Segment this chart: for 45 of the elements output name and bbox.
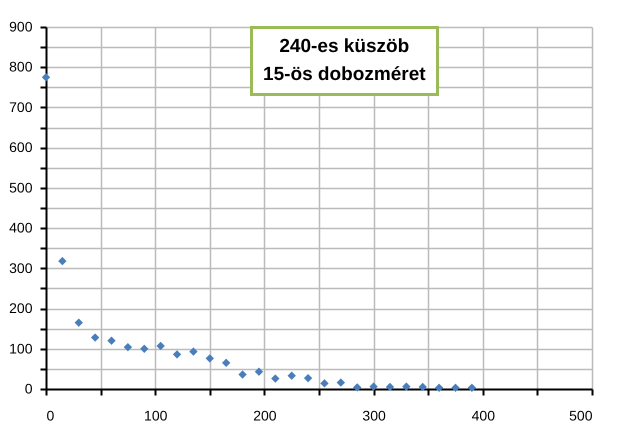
point xyxy=(353,383,362,392)
point xyxy=(320,379,329,388)
point xyxy=(124,342,132,352)
point xyxy=(271,374,280,383)
point xyxy=(172,350,182,359)
point xyxy=(418,382,427,392)
y-tick-label: 600 xyxy=(9,139,33,156)
point xyxy=(402,382,411,391)
annotation: 240-es küszöb xyxy=(278,35,410,59)
point xyxy=(107,336,116,345)
y-tick-label: 200 xyxy=(9,300,33,316)
point xyxy=(451,384,460,392)
point xyxy=(434,384,444,392)
point xyxy=(468,384,476,392)
annotation: 15-ös dobozméret xyxy=(263,63,426,87)
x-tick-label: 400 xyxy=(472,408,496,424)
y-tick-label: 300 xyxy=(9,260,33,276)
x-tick-label: 500 xyxy=(569,408,593,424)
point xyxy=(189,347,198,356)
point xyxy=(90,333,100,342)
y-tick-label: 0 xyxy=(24,380,33,396)
x-tick-label: 100 xyxy=(144,408,168,424)
point xyxy=(254,368,264,376)
point xyxy=(42,73,50,82)
y-tick-label: 500 xyxy=(9,179,33,196)
point xyxy=(222,358,230,368)
point xyxy=(74,318,83,327)
x-tick-label: 200 xyxy=(253,408,277,424)
point xyxy=(304,374,312,382)
point xyxy=(140,344,148,353)
y-tick-label: 900 xyxy=(9,18,33,34)
point xyxy=(369,382,378,391)
y-tick-label: 100 xyxy=(9,340,33,356)
point xyxy=(386,382,394,392)
point xyxy=(156,342,165,350)
x-tick-label: 0 xyxy=(46,408,54,424)
y-tick-label: 800 xyxy=(9,58,33,75)
point xyxy=(238,370,247,379)
point xyxy=(336,378,346,387)
y-tick-label: 400 xyxy=(9,220,33,236)
y-tick-label: 700 xyxy=(9,98,33,115)
x-tick-label: 300 xyxy=(362,408,386,424)
point xyxy=(58,256,67,266)
point xyxy=(288,372,296,380)
point xyxy=(206,354,214,363)
